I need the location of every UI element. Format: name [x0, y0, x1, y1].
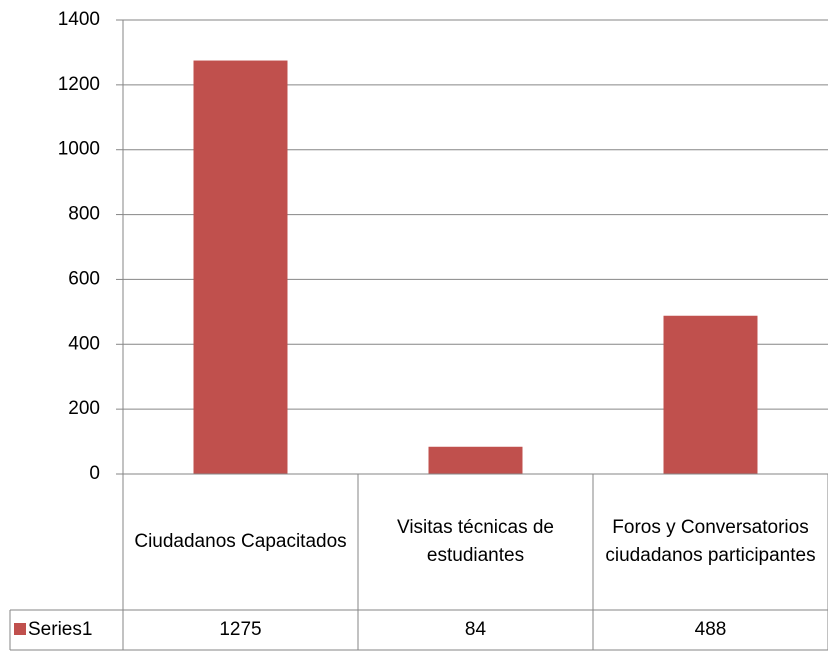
- y-tick-label: 0: [89, 463, 100, 484]
- table-value: 488: [694, 619, 727, 640]
- bar: [663, 315, 758, 474]
- bar: [428, 446, 523, 474]
- y-tick-label: 200: [68, 398, 100, 419]
- y-tick-label: 600: [68, 268, 100, 289]
- y-tick-label: 1000: [58, 139, 100, 160]
- x-tick-label: Foros y Conversatorios ciudadanos partic…: [605, 517, 816, 566]
- y-tick-label: 1200: [58, 74, 100, 95]
- y-tick-label: 1400: [58, 9, 100, 30]
- x-tick-label: Visitas técnicas de estudiantes: [396, 517, 554, 566]
- x-tick-label: Ciudadanos Capacitados: [134, 531, 347, 552]
- table-value: 1275: [219, 619, 262, 640]
- y-tick-label: 400: [68, 333, 100, 354]
- legend-label: Series1: [28, 619, 92, 640]
- legend-key: [14, 623, 26, 635]
- y-tick-label: 800: [68, 204, 100, 225]
- bar: [193, 60, 288, 475]
- table-value: 84: [464, 619, 487, 640]
